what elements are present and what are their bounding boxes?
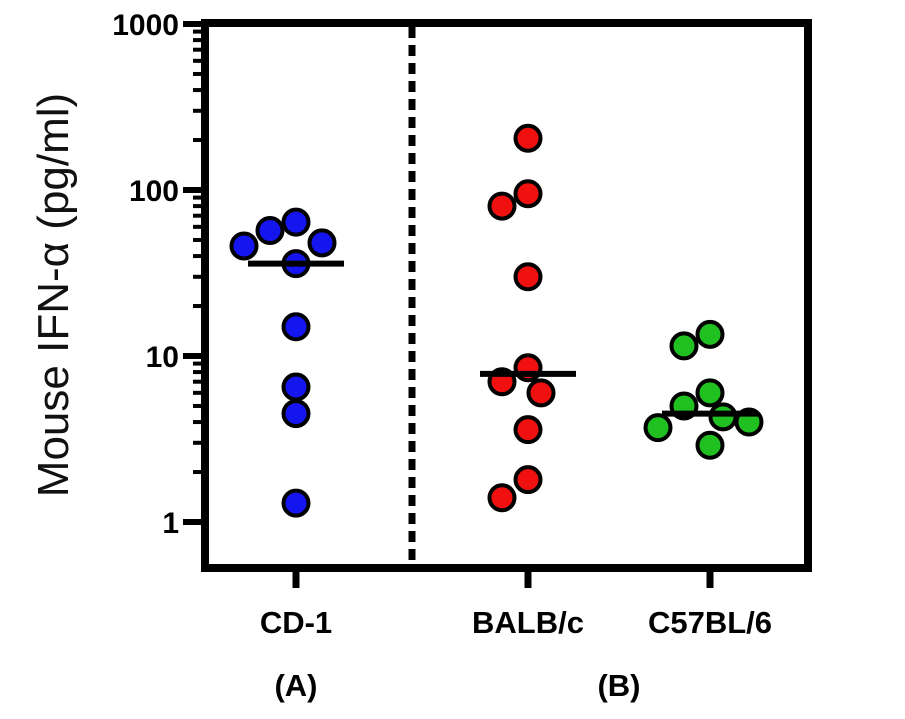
- data-point: [695, 430, 725, 460]
- series-c57bl-6: [643, 319, 764, 460]
- data-point: [695, 378, 725, 408]
- x-tick-label: C57BL/6: [648, 605, 772, 640]
- panel-label: (A): [274, 668, 317, 703]
- data-point: [307, 228, 337, 258]
- plot-frame: [201, 19, 812, 572]
- data-point: [526, 378, 556, 408]
- series-balb-c: [480, 123, 576, 513]
- panel-label: (B): [597, 668, 640, 703]
- data-point: [281, 312, 311, 342]
- data-point: [643, 413, 673, 443]
- data-point: [513, 262, 543, 292]
- data-point: [669, 331, 699, 361]
- data-point: [281, 372, 311, 402]
- data-point: [281, 488, 311, 518]
- x-tick-label: CD-1: [260, 605, 332, 640]
- y-tick-label: 100: [129, 175, 179, 208]
- plot-area: 1 10 100 1000 CD-1 BALB/c C57BL/6 (A) (B): [112, 9, 812, 703]
- data-point: [281, 207, 311, 237]
- data-point: [513, 415, 543, 445]
- data-point: [513, 465, 543, 495]
- data-point: [695, 319, 725, 349]
- y-tick-label: 1: [162, 507, 179, 540]
- x-tick-label: BALB/c: [472, 605, 584, 640]
- y-tick-label: 1000: [112, 9, 179, 42]
- data-point: [487, 191, 517, 221]
- data-point: [229, 231, 259, 261]
- data-point: [255, 216, 285, 246]
- y-axis-label: Mouse IFN-α (pg/ml): [29, 93, 78, 497]
- y-tick-label: 10: [146, 341, 179, 374]
- series-cd-1: [229, 207, 344, 518]
- data-point: [281, 399, 311, 429]
- data-point: [513, 123, 543, 153]
- data-point: [708, 402, 738, 432]
- data-point: [487, 483, 517, 513]
- data-point: [513, 179, 543, 209]
